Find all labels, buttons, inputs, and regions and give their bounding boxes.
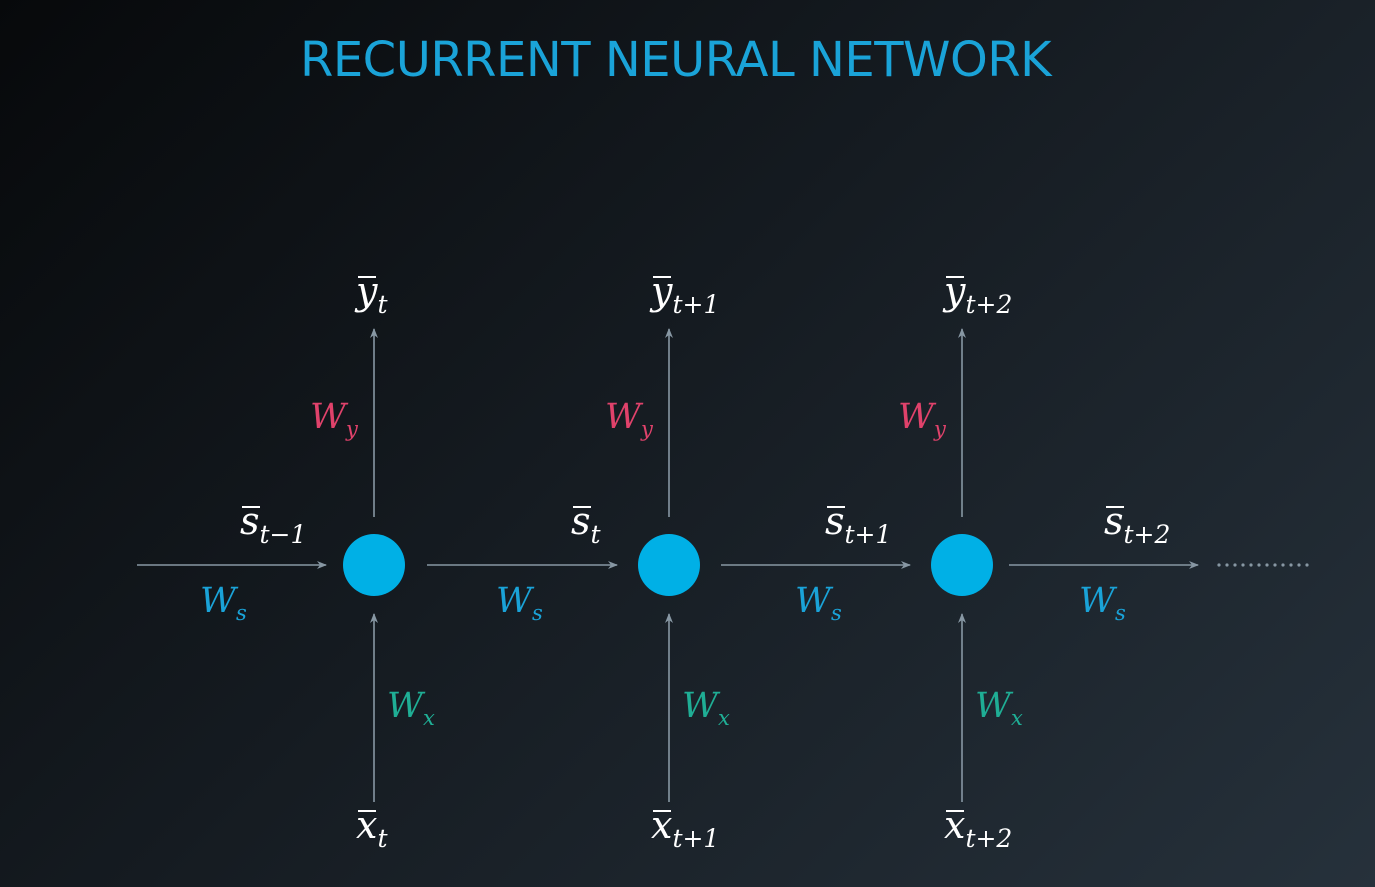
input-label-2: xt+2 [944, 803, 1012, 853]
continuation-dot [1257, 563, 1261, 567]
continuation-dot [1233, 563, 1237, 567]
ws-label-2: Ws [795, 581, 842, 625]
continuation-dot [1249, 563, 1253, 567]
continuation-dot [1273, 563, 1277, 567]
input-label-1: xt+1 [651, 803, 719, 853]
state-label-3: st+2 [1104, 499, 1170, 549]
input-label-0: xt [356, 803, 388, 853]
continuation-dot [1241, 563, 1245, 567]
hidden-node-1 [638, 534, 700, 596]
ws-label-1: Ws [496, 581, 543, 625]
continuation-dot [1217, 563, 1221, 567]
wx-label-2: Wx [975, 686, 1023, 730]
continuation-dot [1289, 563, 1293, 567]
continuation-dot [1281, 563, 1285, 567]
continuation-dot [1265, 563, 1269, 567]
wx-label-1: Wx [682, 686, 730, 730]
state-label-1: st [571, 499, 602, 549]
wx-label-0: Wx [387, 686, 435, 730]
wy-label-2: Wy [898, 397, 947, 441]
continuation-dot [1297, 563, 1301, 567]
hidden-node-2 [931, 534, 993, 596]
page-title: RECURRENT NEURAL NETWORK [300, 32, 1052, 88]
ws-label-0: Ws [200, 581, 247, 625]
ws-label-3: Ws [1079, 581, 1126, 625]
continuation-dot [1225, 563, 1229, 567]
wy-label-1: Wy [605, 397, 654, 441]
output-label-2: yt+2 [942, 269, 1012, 319]
hidden-node-0 [343, 534, 405, 596]
wy-label-0: Wy [310, 397, 359, 441]
state-label-2: st+1 [825, 499, 891, 549]
continuation-dot [1305, 563, 1309, 567]
state-label-0: st−1 [240, 499, 306, 549]
